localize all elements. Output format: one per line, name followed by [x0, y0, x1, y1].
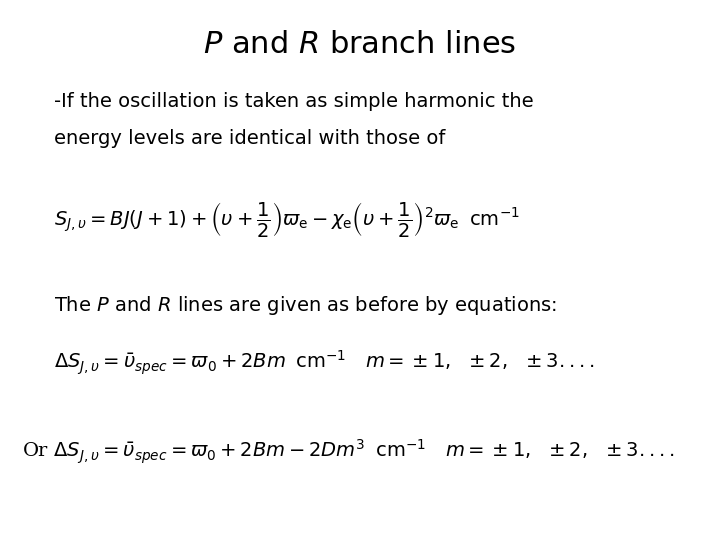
- Text: $\mathit{P}$ and $\mathit{R}$ branch lines: $\mathit{P}$ and $\mathit{R}$ branch lin…: [204, 30, 516, 59]
- Text: energy levels are identical with those of: energy levels are identical with those o…: [54, 129, 446, 147]
- Text: -If the oscillation is taken as simple harmonic the: -If the oscillation is taken as simple h…: [54, 92, 534, 111]
- Text: The $\mathit{P}$ and $\mathit{R}$ lines are given as before by equations:: The $\mathit{P}$ and $\mathit{R}$ lines …: [54, 294, 557, 318]
- Text: $\Delta S_{J,\upsilon} = \bar{\upsilon}_{spec} = \varpi_{0}+2Bm\;\;\mathrm{cm}^{: $\Delta S_{J,\upsilon} = \bar{\upsilon}_…: [54, 348, 594, 377]
- Text: Or $\Delta S_{J,\upsilon} = \bar{\upsilon}_{spec} = \varpi_{0}+2Bm-2Dm^{3}\;\;\m: Or $\Delta S_{J,\upsilon} = \bar{\upsilo…: [22, 437, 674, 466]
- Text: $S_{J,\upsilon} = BJ\left(J+1\right)+\left(\upsilon+\dfrac{1}{2}\right)\varpi_{\: $S_{J,\upsilon} = BJ\left(J+1\right)+\le…: [54, 200, 520, 239]
